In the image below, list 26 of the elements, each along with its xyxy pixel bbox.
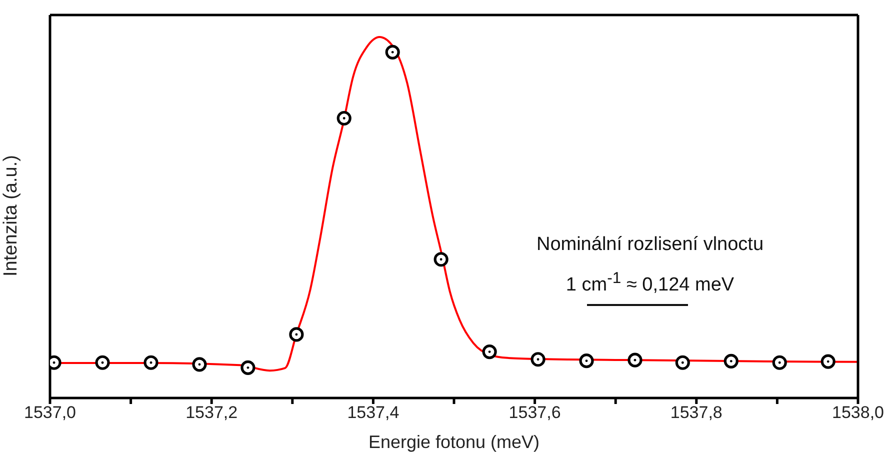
point bbox=[675, 355, 690, 370]
y-axis-title: Intenzita (a.u.) bbox=[0, 155, 22, 276]
x-tick-label: 1538,0 bbox=[832, 403, 884, 422]
x-tick-label: 1537,8 bbox=[670, 403, 722, 422]
point bbox=[482, 344, 497, 360]
point bbox=[336, 110, 352, 126]
x-axis-title: Energie fotonu (meV) bbox=[368, 432, 540, 452]
point bbox=[289, 327, 304, 342]
point bbox=[434, 252, 448, 267]
x-tick-label: 1537,2 bbox=[186, 403, 238, 422]
x-tick-label: 1537,0 bbox=[24, 403, 76, 422]
point bbox=[95, 355, 110, 370]
point bbox=[579, 354, 594, 368]
point bbox=[772, 355, 787, 370]
point bbox=[530, 352, 546, 367]
point bbox=[240, 360, 256, 375]
annotation: Nominální rozlisení vlnoctu bbox=[535, 233, 765, 257]
point bbox=[385, 44, 400, 60]
point bbox=[144, 355, 158, 370]
annotation: 1 cm$^{-1}$ ≈ 0,124 meV bbox=[564, 269, 736, 298]
x-tick-label: 1537,4 bbox=[347, 403, 400, 422]
point bbox=[628, 352, 642, 368]
point bbox=[192, 357, 207, 372]
point bbox=[820, 354, 836, 369]
x-tick-label: 1537,6 bbox=[508, 403, 561, 422]
point bbox=[724, 354, 738, 368]
